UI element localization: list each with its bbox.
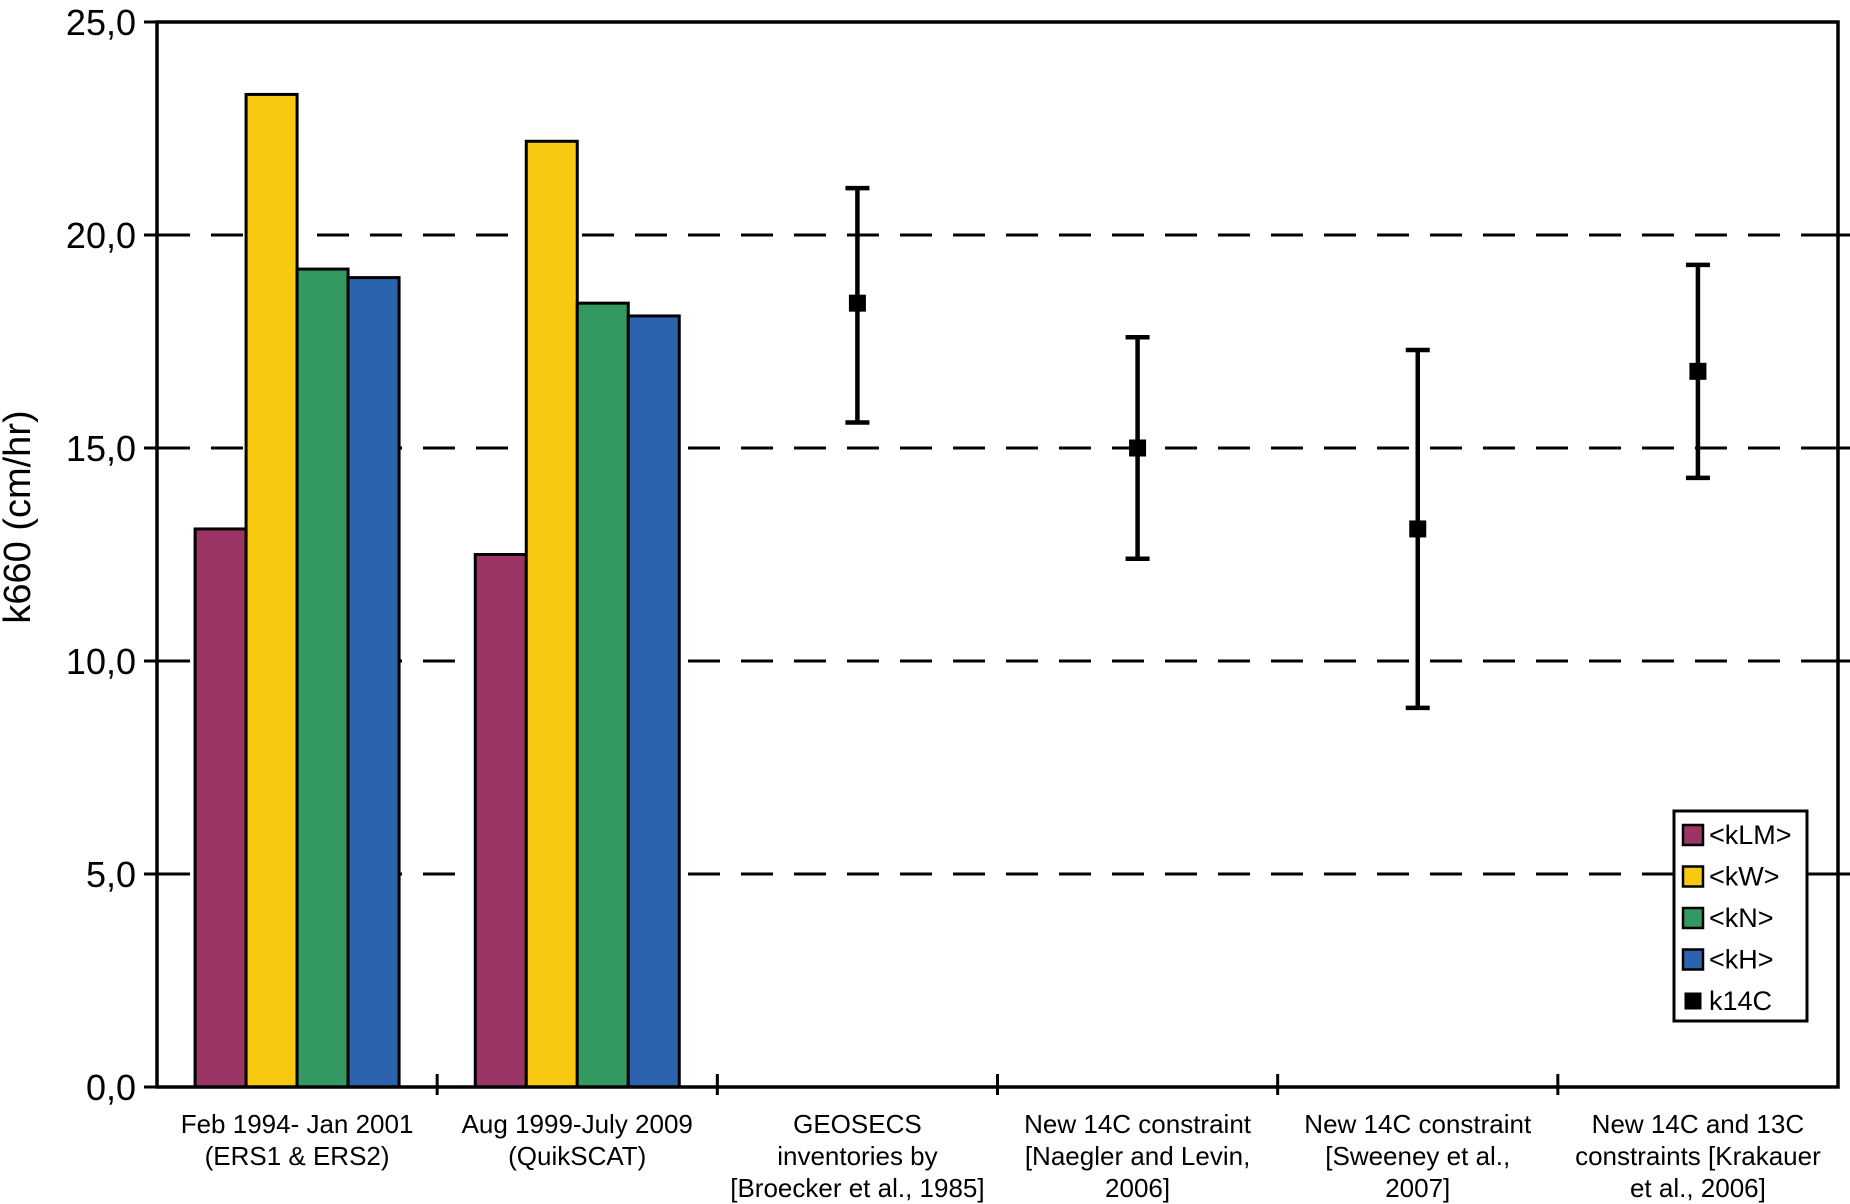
y-tick-label-20: 20,0 bbox=[66, 215, 136, 256]
legend-entry-kW: <kW> bbox=[1681, 862, 1780, 892]
legend-swatch-kW bbox=[1681, 865, 1705, 888]
legend-entry-k14C: k14C bbox=[1684, 986, 1772, 1016]
x-category-label-line: 2007] bbox=[1385, 1173, 1450, 1203]
x-category-label-line: inventories by bbox=[777, 1141, 937, 1171]
legend-label-k14C: k14C bbox=[1709, 986, 1772, 1016]
x-category-label-line: 2006] bbox=[1105, 1173, 1170, 1203]
x-category-label-line: [Sweeney et al., bbox=[1325, 1141, 1510, 1171]
y-tick-label-25: 25,0 bbox=[66, 2, 136, 43]
errorbar-k14C-sweeney bbox=[1405, 347, 1430, 711]
x-category-label-geosecs: GEOSECS inventories by [Broecker et al., 1… bbox=[730, 1109, 984, 1203]
legend-swatch-kN bbox=[1681, 906, 1705, 930]
legend-label-kN: <kN> bbox=[1709, 903, 1774, 933]
bar-kH-quikscat bbox=[626, 314, 681, 1089]
x-category-label-naegler: New 14C constraint [Naegler and Levin, 200… bbox=[1024, 1109, 1252, 1203]
x-category-label-line: [Broecker et al., 1985] bbox=[730, 1173, 984, 1203]
x-category-label-line: New 14C constraint bbox=[1024, 1109, 1252, 1139]
errorbar-k14C-krakauer bbox=[1685, 262, 1710, 481]
errorbar-k14C-naegler bbox=[1125, 334, 1150, 562]
x-category-label-line: GEOSECS bbox=[793, 1109, 922, 1139]
plot-border bbox=[155, 20, 1840, 1089]
errorbar-marker bbox=[1689, 362, 1707, 380]
x-category-label-sweeney: New 14C constraint [Sweeney et al., 2007] bbox=[1304, 1109, 1532, 1203]
bar-kN-ers bbox=[295, 267, 350, 1089]
legend-label-kLM: <kLM> bbox=[1709, 820, 1792, 850]
legend: <kLM> <kW> <kN> <kH> k14C bbox=[1672, 809, 1809, 1023]
x-category-label-ers: Feb 1994- Jan 2001 (ERS1 & ERS2) bbox=[181, 1109, 414, 1171]
legend-entry-kH: <kH> bbox=[1681, 945, 1774, 975]
legend-swatch-kLM bbox=[1681, 823, 1705, 847]
bar-kLM-ers bbox=[193, 527, 248, 1089]
x-category-label-line: Feb 1994- Jan 2001 bbox=[181, 1109, 414, 1139]
x-category-label-line: constraints [Krakauer bbox=[1575, 1141, 1821, 1171]
errorbar-marker bbox=[848, 294, 866, 312]
y-tick-label-0: 0,0 bbox=[86, 1067, 136, 1108]
x-category-label-line: (ERS1 & ERS2) bbox=[205, 1141, 390, 1171]
y-tick-label-10: 10,0 bbox=[66, 641, 136, 682]
x-category-label-line: [Naegler and Levin, bbox=[1025, 1141, 1250, 1171]
errorbar-k14C-geosecs bbox=[845, 185, 870, 425]
legend-swatch-k14C bbox=[1684, 992, 1702, 1010]
x-category-label-line: (QuikSCAT) bbox=[508, 1141, 646, 1171]
legend-entry-kLM: <kLM> bbox=[1681, 820, 1792, 850]
x-category-label-line: et al., 2006] bbox=[1630, 1173, 1766, 1203]
bar-kLM-quikscat bbox=[473, 553, 528, 1089]
legend-label-kH: <kH> bbox=[1709, 945, 1774, 975]
x-category-label-krakauer: New 14C and 13C constraints [Krakauer et a… bbox=[1575, 1109, 1821, 1203]
bar-kH-ers bbox=[346, 276, 401, 1089]
legend-swatch-kH bbox=[1681, 948, 1705, 971]
legend-entry-kN: <kN> bbox=[1681, 903, 1774, 933]
bar-kW-ers bbox=[244, 92, 299, 1089]
x-category-label-quikscat: Aug 1999-July 2009 (QuikSCAT) bbox=[462, 1109, 693, 1171]
errorbar-marker bbox=[1409, 520, 1427, 538]
y-tick-label-15: 15,0 bbox=[66, 428, 136, 469]
y-tick-label-5: 5,0 bbox=[86, 854, 136, 895]
y-axis-label: k660 (cm/hr) bbox=[0, 410, 39, 623]
bar-kN-quikscat bbox=[575, 301, 630, 1089]
x-category-label-line: New 14C constraint bbox=[1304, 1109, 1532, 1139]
legend-label-kW: <kW> bbox=[1709, 862, 1780, 892]
x-category-label-line: Aug 1999-July 2009 bbox=[462, 1109, 693, 1139]
errorbar-marker bbox=[1129, 439, 1147, 457]
x-category-label-line: New 14C and 13C bbox=[1592, 1109, 1804, 1139]
bar-kW-quikscat bbox=[524, 139, 579, 1089]
